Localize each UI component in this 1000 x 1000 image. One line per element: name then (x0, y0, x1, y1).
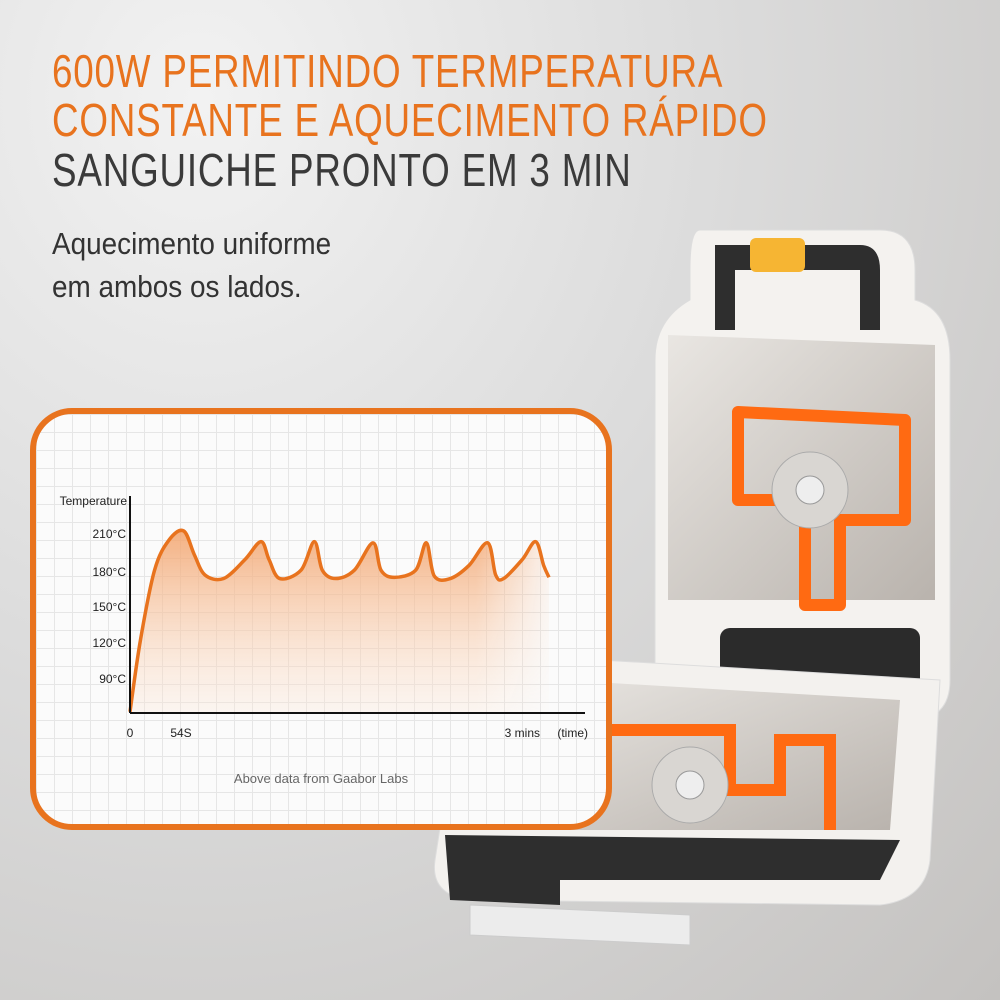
temperature-area-fill (130, 530, 549, 713)
y-tick-180: 180°C (93, 565, 127, 579)
headline-line-3: SANGUICHE PRONTO EM 3 MIN (52, 144, 632, 196)
x-tick-3min: 3 mins (505, 726, 540, 740)
y-tick-120: 120°C (93, 636, 127, 650)
x-tick-54s: 54S (170, 726, 191, 740)
temperature-chart-card: Temperature 210°C 180°C 150°C 120°C 90°C… (30, 408, 612, 830)
y-tick-210: 210°C (93, 527, 127, 541)
x-axis-label: (time) (557, 726, 588, 740)
x-tick-0: 0 (127, 726, 134, 740)
headline-line-2: CONSTANTE E AQUECIMENTO RÁPIDO (52, 94, 768, 146)
y-tick-150: 150°C (93, 600, 127, 614)
latch-clip (750, 238, 805, 272)
y-axis-label: Temperature (60, 494, 128, 508)
temperature-series-line (128, 528, 551, 713)
data-source-note: Above data from Gaabor Labs (234, 771, 409, 786)
y-tick-90: 90°C (99, 672, 126, 686)
headline-line-1: 600W PERMITINDO TERMPERATURA (52, 45, 724, 97)
temperature-chart: Temperature 210°C 180°C 150°C 120°C 90°C… (60, 494, 588, 786)
subtitle-line-1: Aquecimento uniforme (52, 226, 332, 261)
subtitle-line-2: em ambos os lados. (52, 269, 302, 304)
sandwich-maker-image (433, 229, 951, 946)
